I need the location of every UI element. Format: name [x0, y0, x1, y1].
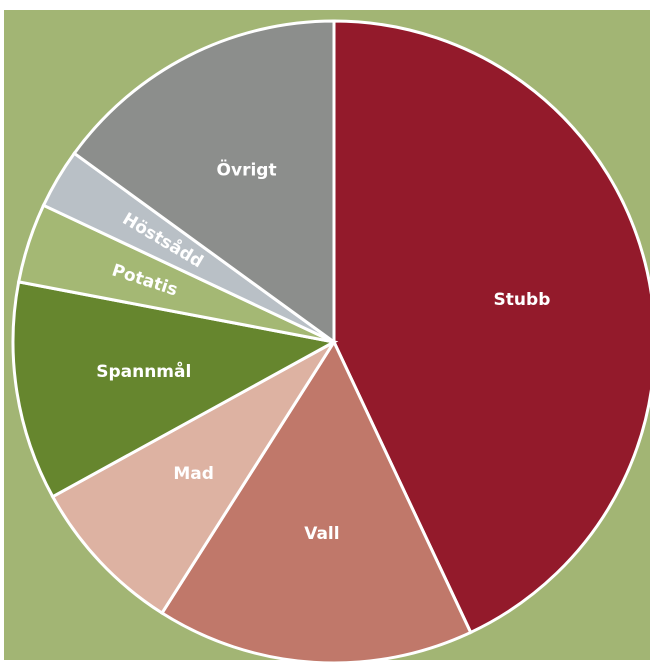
pie-slice: [332, 19, 650, 635]
slice-label: Spannmål: [96, 360, 191, 382]
slice-label: Vall: [304, 524, 339, 544]
slice-label: Stubb: [494, 290, 551, 310]
pie-slice: [72, 19, 336, 345]
pie-slice: [11, 280, 339, 499]
slice-label: Mad: [173, 464, 214, 484]
pie-slice: [50, 340, 336, 616]
slice-label: Övrigt: [217, 158, 277, 180]
pie-slice: [159, 338, 473, 665]
